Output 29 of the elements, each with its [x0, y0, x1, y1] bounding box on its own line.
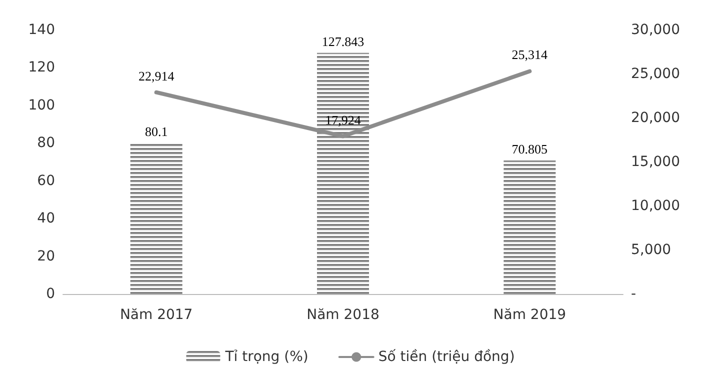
y2-tick-label: 10,000	[631, 198, 680, 214]
data-label: 17,924	[325, 112, 362, 128]
y-tick-label: 60	[37, 172, 55, 189]
bar	[504, 160, 556, 294]
y-tick-label: 120	[28, 60, 55, 76]
y-tick-label: 0	[46, 286, 55, 302]
x-tick-label: Năm 2017	[120, 307, 193, 323]
y2-tick-label: 15,000	[631, 154, 680, 170]
x-tick-label: Năm 2018	[306, 307, 380, 323]
x-tick-label: Năm 2019	[493, 307, 566, 323]
y-tick-label: 20	[37, 248, 55, 264]
data-label: 22,914	[138, 68, 175, 84]
y2-tick-label: 5,000	[631, 242, 672, 258]
legend-label: Số tiền (triệu đồng)	[378, 349, 515, 365]
y-tick-label: 80	[37, 135, 55, 152]
y2-tick-label: -	[631, 286, 636, 302]
legend-label: Tỉ trọng (%)	[224, 349, 308, 365]
data-label: 80.1	[144, 124, 168, 139]
y2-tick-label: 25,000	[631, 66, 680, 82]
y-tick-label: 40	[37, 210, 55, 227]
y-tick-label: 100	[28, 97, 55, 114]
bar	[317, 52, 369, 294]
data-label: 70.805	[512, 141, 548, 156]
y2-tick-label: 20,000	[631, 110, 680, 126]
bar	[130, 142, 182, 294]
y2-tick-label: 30,000	[631, 22, 680, 38]
data-label: 127.843	[322, 34, 364, 49]
y-tick-label: 140	[28, 22, 55, 38]
data-label: 25,314	[512, 47, 548, 62]
